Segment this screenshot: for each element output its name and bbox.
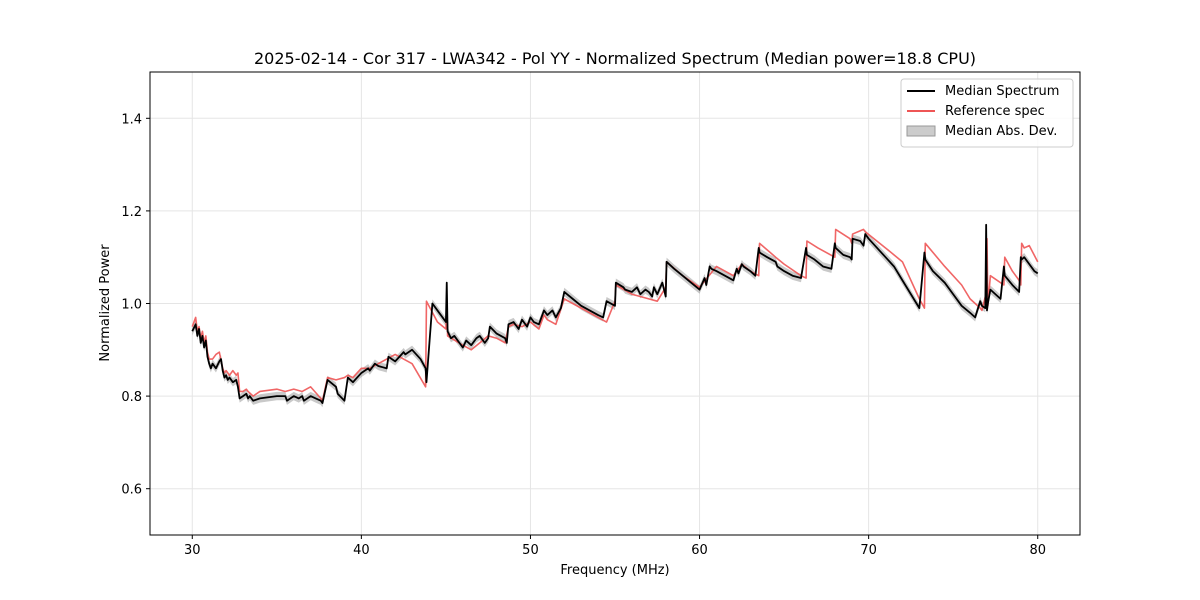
y-tick-label: 1.0 <box>121 298 142 313</box>
legend: Median Spectrum Reference spec Median Ab… <box>900 78 1074 148</box>
legend-swatch-mad <box>906 125 936 137</box>
y-axis-title: Normalized Power <box>98 244 113 362</box>
y-tick-label: 0.8 <box>121 390 142 405</box>
y-tick-label: 1.2 <box>121 205 142 220</box>
x-tick-label: 40 <box>353 543 370 558</box>
x-tick-label: 70 <box>860 543 877 558</box>
series-line-median-spectrum <box>191 223 1039 404</box>
y-tick-label: 0.6 <box>121 483 142 498</box>
x-tick-label: 50 <box>522 543 539 558</box>
x-axis-title: Frequency (MHz) <box>560 563 669 578</box>
x-tick-label: 60 <box>691 543 708 558</box>
y-axis-ticks: 0.6 0.8 1.0 1.2 1.4 <box>121 112 150 498</box>
x-tick-label: 30 <box>184 543 201 558</box>
legend-label-median: Median Spectrum <box>945 84 1059 99</box>
legend-label-mad: Median Abs. Dev. <box>945 124 1057 139</box>
x-axis-ticks: 30 40 50 60 70 80 <box>184 535 1046 558</box>
chart-title: 2025-02-14 - Cor 317 - LWA342 - Pol YY -… <box>254 49 976 68</box>
series-layer <box>191 223 1039 404</box>
series-line-reference-spec <box>191 228 1039 402</box>
legend-box <box>900 78 1074 148</box>
y-tick-label: 1.4 <box>121 112 142 127</box>
x-tick-label: 80 <box>1029 543 1046 558</box>
legend-label-reference: Reference spec <box>945 104 1045 119</box>
